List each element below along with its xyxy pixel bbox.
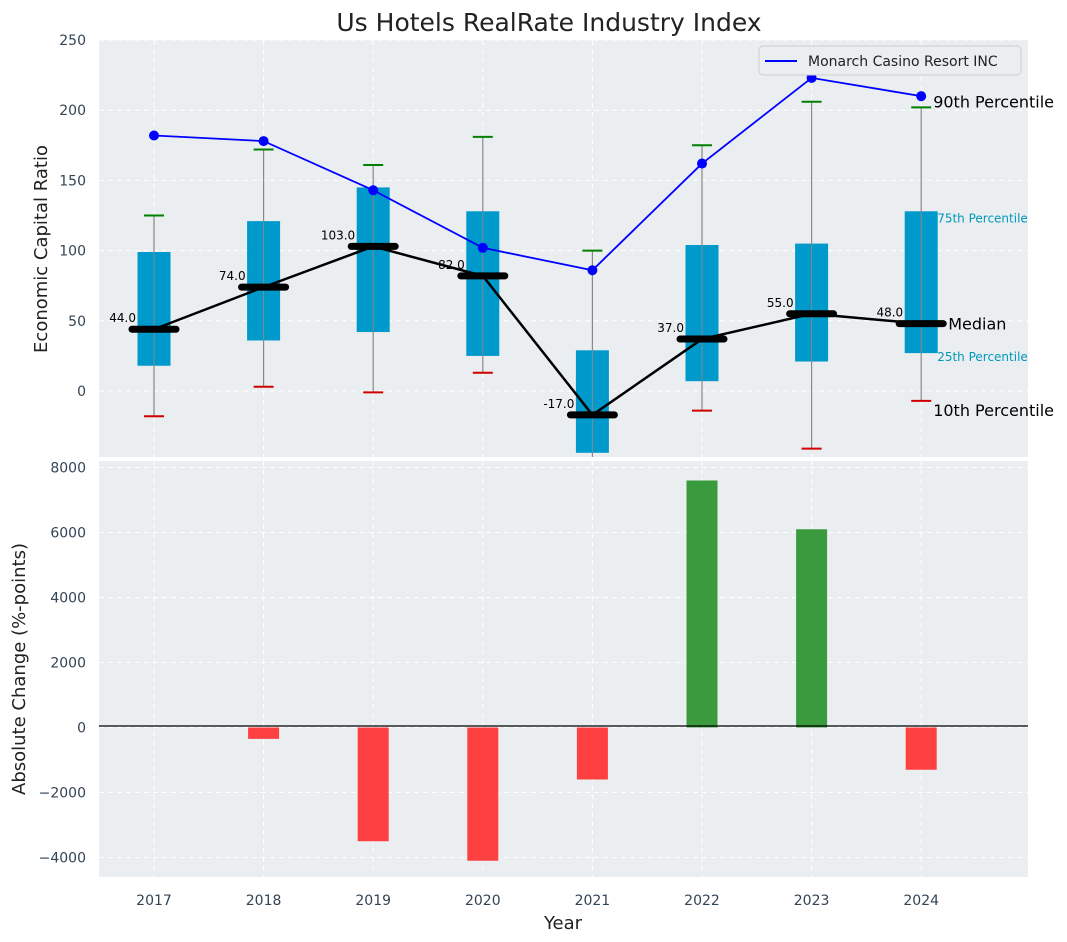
x-tick-label: 2019 [355, 893, 391, 909]
change-bars [248, 480, 937, 861]
median-value-label: 82.0 [438, 258, 465, 272]
change-bar [905, 727, 937, 770]
series-point [149, 130, 159, 141]
median-value-label: 103.0 [321, 228, 355, 242]
x-ticks: 2017 2018 2019 2020 2021 2022 2023 2024 [136, 893, 939, 909]
x-tick-label: 2017 [136, 893, 172, 909]
bottom-y-tick-label: 8000 [50, 461, 86, 477]
change-bar [467, 727, 499, 861]
series-point [258, 136, 269, 147]
median-annotation: Median [948, 315, 1006, 334]
x-tick-label: 2023 [794, 893, 830, 909]
median-line-group: 44.0 74.0 103.0 82.0 -17.0 37.0 55.0 48.0 [109, 228, 947, 419]
legend: Monarch Casino Resort INC [758, 45, 1022, 76]
bottom-y-axis-label: Absolute Change (%-points) [9, 543, 30, 795]
bottom-y-tick-label: 0 [77, 721, 86, 737]
top-y-tick-label: 0 [77, 384, 86, 400]
series-line [153, 76, 922, 272]
top-y-tick-label: 250 [59, 33, 86, 49]
series-point [916, 91, 927, 102]
x-tick-label: 2024 [903, 893, 939, 909]
bottom-y-tick-label: 2000 [50, 656, 86, 672]
bottom-y-tick-label: −4000 [39, 851, 86, 867]
bottom-plot-area [99, 461, 1028, 877]
p10-annotation: 10th Percentile [933, 401, 1054, 420]
box-plots [137, 100, 938, 457]
x-tick-label: 2021 [575, 893, 611, 909]
p90-annotation: 90th Percentile [933, 92, 1054, 111]
chart-title: Us Hotels RealRate Industry Index [336, 8, 761, 37]
median-line [153, 245, 922, 417]
top-y-tick-label: 200 [59, 103, 86, 119]
median-value-label: 48.0 [876, 306, 903, 320]
top-y-tick-label: 50 [68, 314, 86, 330]
top-y-tick-label: 150 [59, 173, 86, 189]
top-y-tick-label: 100 [59, 244, 86, 260]
change-bar [357, 727, 389, 842]
percentile-annotations: 90th Percentile 75th Percentile Median 25th… [933, 92, 1054, 419]
bottom-y-ticks: −4000 −2000 0 2000 4000 6000 8000 [39, 461, 86, 867]
bottom-y-tick-label: −2000 [39, 786, 86, 802]
p25-annotation: 25th Percentile [937, 350, 1028, 364]
bottom-y-tick-label: 4000 [50, 591, 86, 607]
legend-label: Monarch Casino Resort INC [808, 54, 998, 70]
series-point [477, 242, 488, 253]
change-bar [796, 529, 828, 728]
x-tick-label: 2018 [246, 893, 282, 909]
series-point [587, 265, 598, 276]
x-tick-label: 2022 [684, 893, 720, 909]
median-value-label: 37.0 [657, 321, 684, 335]
top-plot-area [99, 40, 1028, 457]
x-tick-label: 2020 [465, 893, 501, 909]
median-value-label: -17.0 [543, 397, 574, 411]
median-value-label: 55.0 [767, 296, 794, 310]
legend-box [758, 45, 1022, 76]
bottom-y-tick-label: 6000 [50, 526, 86, 542]
x-axis-label: Year [543, 913, 583, 934]
change-bar [686, 480, 718, 728]
top-y-ticks: 0 50 100 150 200 250 [59, 33, 86, 400]
series-point [368, 185, 379, 196]
change-bar [248, 727, 280, 739]
series-line-group [149, 72, 927, 276]
p75-annotation: 75th Percentile [937, 211, 1028, 225]
series-point [697, 158, 707, 169]
median-value-label: 44.0 [109, 311, 136, 325]
change-bar [576, 727, 608, 780]
top-y-axis-label: Economic Capital Ratio [31, 145, 52, 353]
median-value-label: 74.0 [219, 269, 246, 283]
